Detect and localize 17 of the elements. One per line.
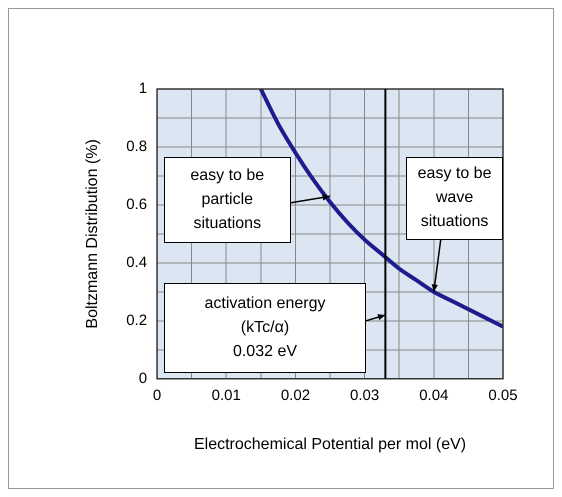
x-tick-label: 0.05	[488, 386, 518, 404]
x-tick-label: 0.01	[212, 386, 241, 404]
y-tick-label: 0.4	[126, 254, 148, 272]
x-tick-label: 0.04	[419, 386, 448, 404]
x-axis-title: Electrochemical Potential per mol (eV)	[194, 436, 466, 453]
y-tick-label: 0	[138, 370, 148, 387]
note-box: easy to be wave situations	[406, 157, 503, 240]
x-tick-label: 0.02	[280, 386, 310, 404]
x-tick-label: 0.03	[350, 386, 380, 404]
y-tick-label: 0.8	[126, 138, 148, 156]
note-box: activation energy (kTc/α) 0.032 eV	[164, 283, 366, 373]
x-tick-label: 0	[152, 386, 162, 404]
y-axis-title: Boltzmann Distribution (%)	[84, 139, 102, 329]
y-tick-label: 1	[138, 80, 148, 98]
y-tick-label: 0.6	[126, 196, 148, 214]
note-box: easy to be particle situations	[164, 157, 291, 243]
y-tick-label: 0.2	[126, 312, 148, 329]
